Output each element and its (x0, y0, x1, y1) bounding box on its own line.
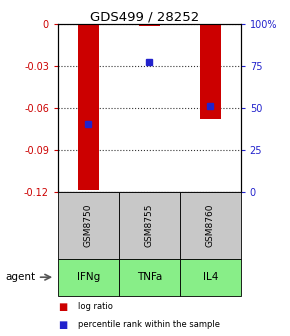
Text: GDS499 / 28252: GDS499 / 28252 (90, 10, 200, 23)
Text: log ratio: log ratio (78, 302, 113, 311)
Bar (78, 24, 99, 190)
Text: IL4: IL4 (202, 272, 218, 282)
Text: GSM8750: GSM8750 (84, 203, 93, 247)
Text: percentile rank within the sample: percentile rank within the sample (78, 320, 220, 329)
Text: TNFa: TNFa (137, 272, 162, 282)
Text: ■: ■ (58, 320, 67, 330)
Text: ■: ■ (58, 302, 67, 312)
Text: GSM8760: GSM8760 (206, 203, 215, 247)
Text: GSM8755: GSM8755 (145, 203, 154, 247)
Bar (200, 24, 221, 119)
Text: IFNg: IFNg (77, 272, 100, 282)
Text: agent: agent (6, 272, 36, 282)
Bar (139, 24, 160, 26)
